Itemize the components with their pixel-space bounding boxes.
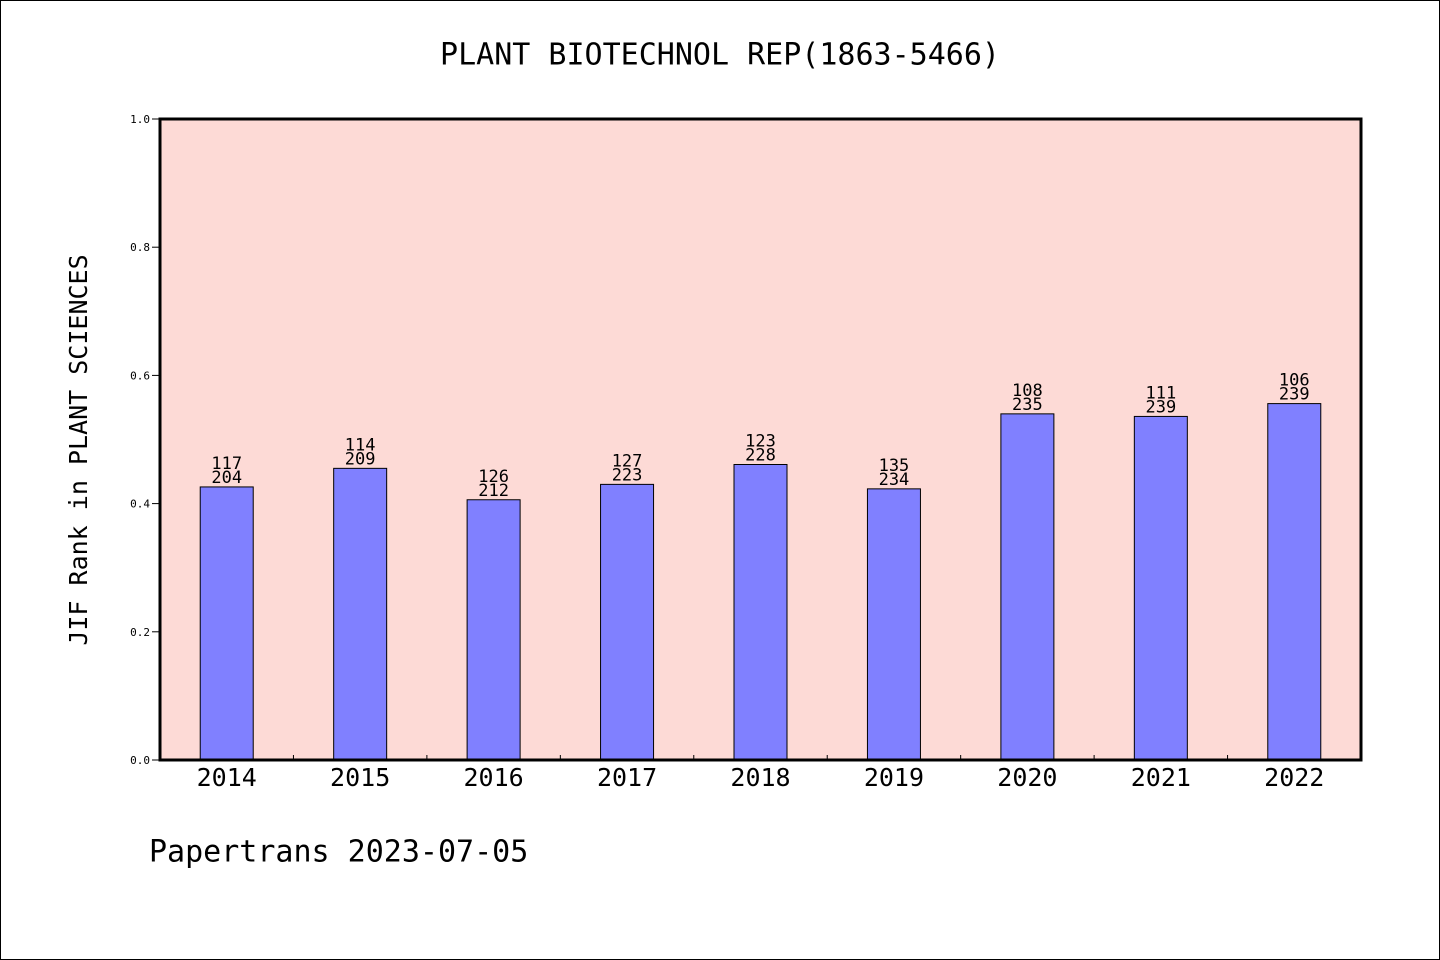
bar-label-rank-2014: 117 [211, 454, 242, 474]
x-tick-label-2018: 2018 [730, 763, 790, 792]
bar-label-rank-2021: 111 [1145, 383, 1176, 403]
bar-label-rank-2019: 135 [879, 456, 910, 476]
bar-2017 [600, 483, 655, 761]
bar-label-rank-2016: 126 [478, 467, 509, 487]
y-tick-label-0.6: 0.6 [130, 369, 150, 382]
y-axis: 0.0 0.2 0.4 0.6 0.8 1.0 [130, 113, 160, 767]
bars-layer [199, 403, 1322, 761]
y-tick-label-1.0: 1.0 [130, 113, 150, 126]
bar-label-total-2018: 228 [745, 445, 776, 465]
bar-label-total-2019: 234 [879, 470, 910, 490]
bar-label-rank-2022: 106 [1279, 371, 1310, 391]
x-tick-label-2022: 2022 [1264, 763, 1324, 792]
footer-watermark: Papertrans 2023-07-05 [149, 835, 528, 870]
bar-label-total-2020: 235 [1012, 395, 1043, 415]
x-tick-label-2015: 2015 [330, 763, 390, 792]
bar-label-total-2022: 239 [1279, 385, 1310, 405]
bar-2014 [199, 486, 254, 761]
bar-label-total-2021: 239 [1145, 397, 1176, 417]
bar-labels-layer: 1172041142091262121272231232281352341082… [211, 371, 1309, 501]
x-tick-label-2017: 2017 [597, 763, 657, 792]
bar-label-total-2015: 209 [345, 449, 376, 469]
chart-title: PLANT BIOTECHNOL REP(1863-5466) [440, 38, 1000, 73]
bar-label-total-2016: 212 [478, 481, 509, 501]
bar-2015 [333, 467, 388, 761]
x-tick-label-2019: 2019 [864, 763, 924, 792]
x-tick-label-2021: 2021 [1131, 763, 1191, 792]
bar-2018 [733, 463, 788, 761]
bar-label-rank-2015: 114 [345, 435, 376, 455]
y-axis-label: JIF Rank in PLANT SCIENCES [64, 254, 93, 645]
bar-label-rank-2020: 108 [1012, 381, 1043, 401]
bar-2020 [1000, 413, 1055, 761]
bar-label-rank-2018: 123 [745, 431, 776, 451]
x-tick-label-2016: 2016 [464, 763, 524, 792]
y-tick-label-0.4: 0.4 [130, 498, 150, 511]
y-tick-label-0.8: 0.8 [130, 241, 150, 254]
y-tick-label-0.0: 0.0 [130, 754, 150, 767]
bar-2022 [1267, 403, 1322, 761]
x-axis: 2014 2015 2016 2017 2018 2019 2020 2021 2022 [197, 755, 1324, 792]
bar-label-total-2017: 223 [612, 465, 643, 485]
x-tick-label-2014: 2014 [197, 763, 257, 792]
bar-2019 [866, 488, 921, 761]
plot-border [158, 117, 1363, 762]
bar-2021 [1133, 415, 1188, 761]
bar-label-total-2014: 204 [211, 468, 242, 488]
bar-label-rank-2017: 127 [612, 451, 643, 471]
bar-2016 [466, 499, 521, 761]
y-tick-label-0.2: 0.2 [130, 626, 150, 639]
x-tick-label-2020: 2020 [997, 763, 1057, 792]
